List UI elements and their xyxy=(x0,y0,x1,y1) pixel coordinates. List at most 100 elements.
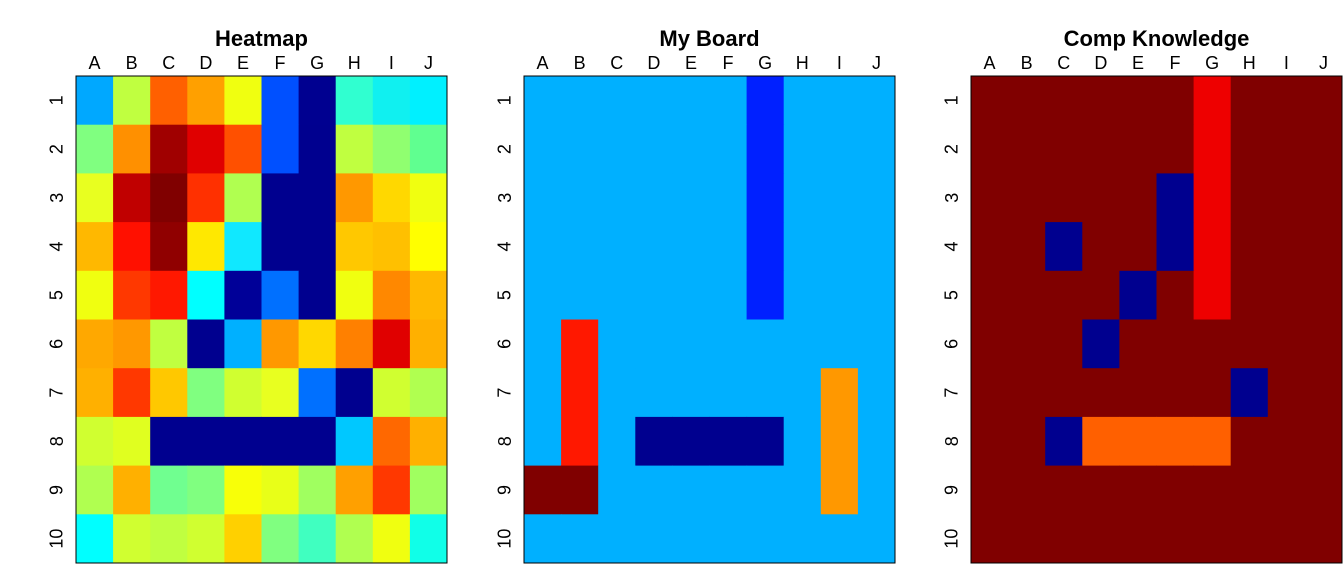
column-label: F xyxy=(723,53,734,73)
cell xyxy=(1156,465,1195,515)
cell xyxy=(672,514,710,564)
cell xyxy=(1008,173,1046,223)
cell xyxy=(857,270,896,320)
cell xyxy=(1193,319,1232,369)
cell xyxy=(1082,270,1120,320)
cell xyxy=(709,76,748,126)
row-label: 4 xyxy=(495,241,515,251)
cell xyxy=(635,368,673,418)
cell xyxy=(1156,416,1195,467)
row-label: 8 xyxy=(942,436,962,446)
cell xyxy=(709,124,748,174)
column-label: H xyxy=(796,53,809,73)
cell xyxy=(672,368,710,418)
cell xyxy=(1156,319,1195,369)
cell xyxy=(113,465,151,515)
cell xyxy=(1304,514,1343,564)
cell xyxy=(1008,124,1046,174)
cell xyxy=(783,222,822,272)
cell xyxy=(1045,173,1083,223)
row-label: 2 xyxy=(47,144,67,154)
cell xyxy=(224,173,262,223)
cell xyxy=(76,124,114,174)
column-label: C xyxy=(1057,53,1070,73)
cell xyxy=(971,465,1009,515)
cell xyxy=(187,222,225,272)
cell xyxy=(1156,222,1195,272)
cell xyxy=(672,416,710,467)
cell xyxy=(372,514,411,564)
cell xyxy=(1193,514,1232,564)
cell xyxy=(709,270,748,320)
cell xyxy=(598,173,636,223)
cell xyxy=(187,124,225,174)
cell xyxy=(1304,76,1343,126)
row-label: 10 xyxy=(47,529,67,549)
cell xyxy=(709,319,748,369)
cell xyxy=(1008,222,1046,272)
row-label: 1 xyxy=(495,95,515,105)
cell xyxy=(1119,76,1157,126)
cell xyxy=(261,76,300,126)
board-frame xyxy=(75,75,448,564)
cell xyxy=(1082,416,1120,467)
column-label: A xyxy=(984,53,996,73)
cell xyxy=(971,173,1009,223)
cell xyxy=(335,319,374,369)
cell xyxy=(709,173,748,223)
row-label: 2 xyxy=(942,144,962,154)
cell xyxy=(372,76,411,126)
cell xyxy=(746,368,785,418)
cell xyxy=(1304,465,1343,515)
cell xyxy=(709,416,748,467)
cell xyxy=(561,319,599,369)
cell xyxy=(150,173,188,223)
column-label: B xyxy=(126,53,138,73)
column-label: G xyxy=(758,53,772,73)
cell xyxy=(113,368,151,418)
cell xyxy=(524,173,562,223)
cell xyxy=(1230,173,1269,223)
cell xyxy=(113,222,151,272)
row-label: 9 xyxy=(942,485,962,495)
cell xyxy=(76,270,114,320)
cell xyxy=(1193,124,1232,174)
cell xyxy=(372,222,411,272)
cell xyxy=(857,465,896,515)
cell xyxy=(224,270,262,320)
cell xyxy=(672,270,710,320)
cell xyxy=(335,270,374,320)
cell xyxy=(409,173,448,223)
cell xyxy=(635,270,673,320)
cell xyxy=(672,319,710,369)
cell xyxy=(1045,319,1083,369)
cell xyxy=(113,173,151,223)
cell xyxy=(224,76,262,126)
cell xyxy=(709,514,748,564)
cell xyxy=(1119,368,1157,418)
cell xyxy=(1045,416,1083,467)
cell xyxy=(372,173,411,223)
cell xyxy=(335,465,374,515)
cell xyxy=(857,76,896,126)
cell xyxy=(113,416,151,467)
cell xyxy=(409,368,448,418)
cell xyxy=(1119,319,1157,369)
cell xyxy=(1045,76,1083,126)
cell xyxy=(635,465,673,515)
row-label: 1 xyxy=(942,95,962,105)
cell xyxy=(150,368,188,418)
board-title: My Board xyxy=(659,26,759,51)
cell xyxy=(1156,124,1195,174)
column-label: H xyxy=(348,53,361,73)
cell xyxy=(261,416,300,467)
board-title: Heatmap xyxy=(215,26,308,51)
row-label: 5 xyxy=(495,290,515,300)
cell xyxy=(783,124,822,174)
cell xyxy=(598,416,636,467)
cell xyxy=(409,222,448,272)
cell xyxy=(1304,416,1343,467)
cell xyxy=(1267,319,1306,369)
cell xyxy=(1156,76,1195,126)
cell xyxy=(1193,416,1232,467)
